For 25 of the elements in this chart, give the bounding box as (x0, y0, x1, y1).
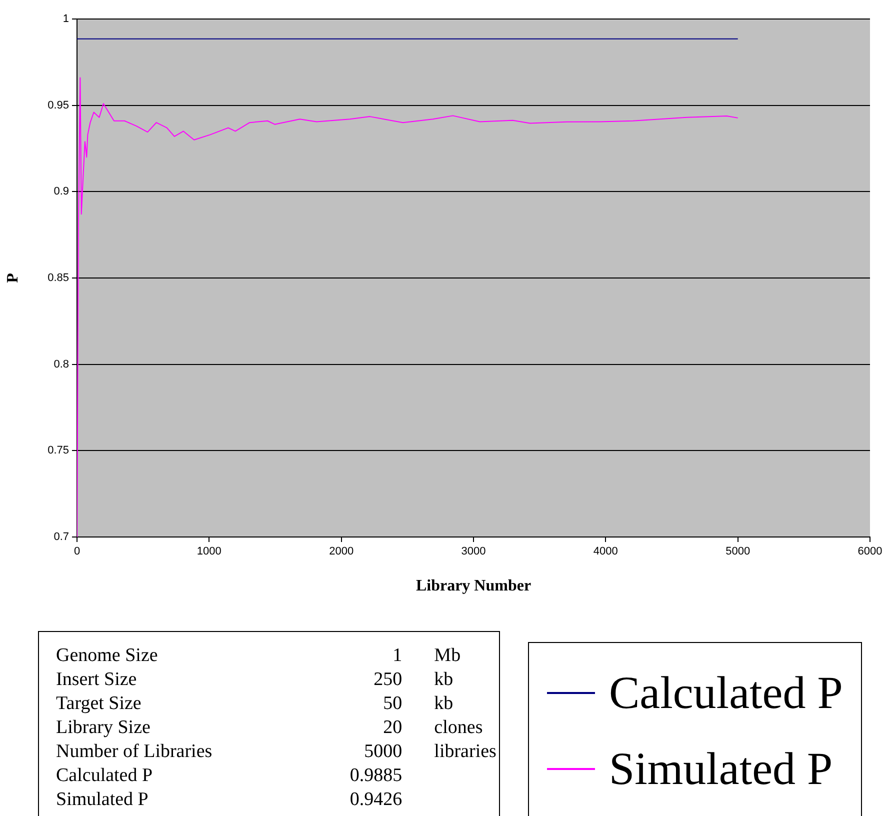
text: Target Size 50 kb (56, 693, 454, 714)
text: Library Size 20 clones (56, 717, 483, 738)
x-tick-label: 5000 (726, 546, 750, 558)
x-tick-label: 2000 (329, 546, 354, 558)
x-tick-label: 0 (74, 546, 80, 558)
text: Number of Libraries 5000 libraries (56, 741, 496, 762)
x-tick-label: 6000 (858, 546, 882, 558)
x-tick-label: 1000 (196, 546, 222, 558)
x-tick-label: 4000 (593, 546, 618, 558)
x-tick-label: 3000 (461, 546, 486, 558)
text: Simulated P 0.9426 (56, 789, 402, 810)
y-tick-label: 0.75 (48, 444, 69, 457)
text: Insert Size 250 kb (56, 669, 454, 690)
y-tick-label: 1 (62, 13, 69, 26)
y-tick-label: 0.7 (54, 531, 69, 544)
legend-label: Calculated P (609, 666, 843, 720)
y-tick-label: 0.95 (48, 99, 69, 112)
text: Genome Size 1 Mb (56, 645, 461, 666)
y-tick-label: 0.85 (48, 272, 69, 284)
y-axis-title: P (4, 272, 22, 283)
y-tick-label: 0.9 (54, 186, 69, 198)
x-axis-title: Library Number (416, 578, 532, 595)
y-tick-label: 0.8 (54, 358, 69, 370)
text: Calculated P 0.9885 (56, 765, 402, 786)
legend-label: Simulated P (609, 742, 833, 796)
